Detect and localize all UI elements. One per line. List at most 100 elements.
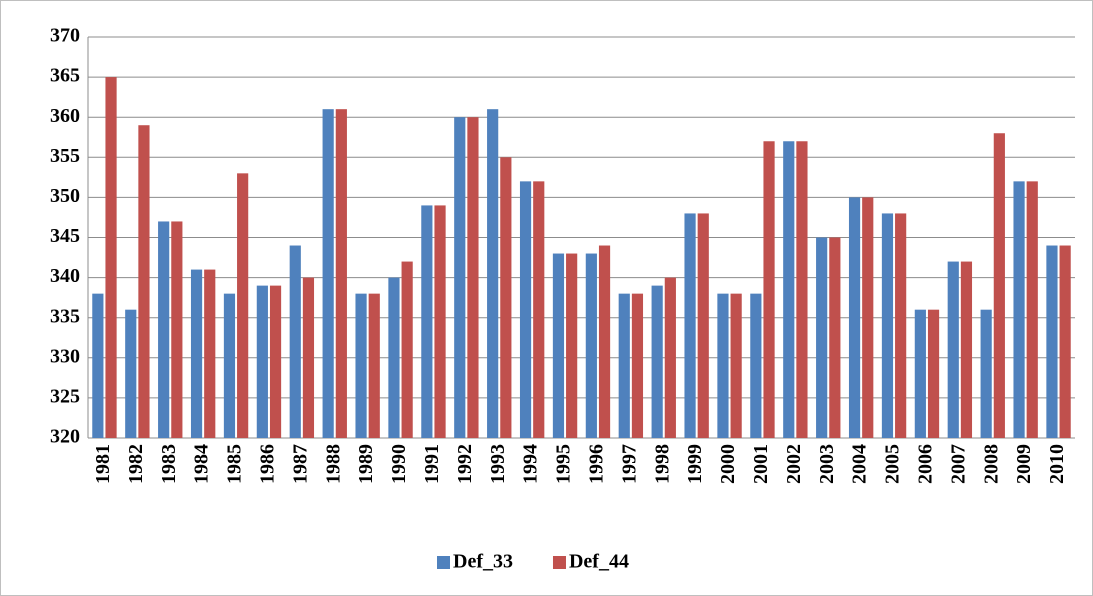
x-tick-label: 1981 [92,444,114,484]
x-tick-label: 2009 [1013,444,1035,484]
bar [796,141,808,438]
bar [947,261,959,438]
bar [566,253,578,438]
bar [204,269,216,438]
y-tick-label: 340 [50,265,80,287]
bar [322,109,334,439]
bar [816,237,828,438]
x-tick-label: 1984 [191,444,213,484]
bar [388,277,400,438]
bar [1026,181,1038,439]
bar [829,237,841,438]
y-tick-label: 360 [50,105,80,127]
x-tick-label: 1988 [322,444,344,484]
x-tick-label: 1987 [289,444,311,484]
bar [862,197,874,438]
bar [138,125,150,438]
x-tick-label: 1989 [355,444,377,484]
bar [927,309,940,438]
bar [158,221,170,438]
x-tick-label: 2007 [947,444,969,484]
bar [664,277,676,438]
x-tick-label: 1993 [487,444,509,484]
bar [763,141,775,438]
bar [500,157,512,439]
legend-swatch [437,556,450,569]
x-tick-label: 1997 [618,444,640,484]
bar [1046,245,1058,438]
bar [914,309,926,438]
bar [1013,181,1025,439]
bar [631,293,644,438]
bar [895,213,907,438]
bar [302,277,315,438]
bar [487,109,499,439]
bar [237,173,249,438]
x-tick-label: 1985 [224,444,246,484]
bar [171,221,183,438]
bar [335,109,347,439]
x-tick-label: 2004 [849,444,871,484]
y-tick-label: 325 [50,385,80,407]
x-tick-label: 2010 [1046,444,1068,484]
x-tick-label: 1998 [651,444,673,484]
y-tick-label: 365 [50,65,80,87]
bar [993,133,1005,439]
bar [848,197,861,438]
bar [585,253,597,438]
x-tick-label: 1991 [421,444,443,484]
bar [519,181,532,439]
bar [697,213,709,438]
bar [223,293,236,438]
x-tick-label: 1996 [586,444,608,484]
bar [256,285,268,438]
y-tick-label: 370 [50,25,80,47]
bar [980,309,992,438]
bar [454,117,466,438]
y-tick-label: 355 [50,145,80,167]
bar [717,293,729,438]
bar [651,285,663,438]
bar [92,293,104,438]
x-tick-label: 2002 [783,444,805,484]
y-tick-label: 320 [50,426,80,448]
legend-label: Def_44 [569,551,629,573]
x-tick-label: 2001 [750,444,772,484]
x-tick-label: 1995 [553,444,575,484]
x-tick-label: 2005 [882,444,904,484]
legend-label: Def_33 [453,551,513,573]
x-tick-label: 1983 [158,444,180,484]
bar [269,285,282,438]
bar [105,77,117,438]
x-tick-label: 2003 [816,444,838,484]
x-tick-label: 1990 [388,444,410,484]
legend-swatch [552,556,566,569]
x-tick-label: 2008 [980,444,1002,484]
bar [289,245,301,438]
x-tick-label: 1982 [125,444,147,484]
bar [368,293,380,438]
bar [730,293,742,438]
bar [401,261,413,438]
bar [421,205,433,438]
x-tick-label: 1986 [257,444,279,484]
bar [1059,245,1071,438]
y-tick-label: 330 [50,345,80,367]
bar [618,293,630,438]
bar [881,213,894,438]
y-tick-label: 350 [50,185,80,207]
bar [434,205,446,438]
x-tick-label: 1999 [684,444,706,484]
x-tick-label: 2000 [717,444,739,484]
bar [598,245,611,438]
bar [783,141,795,438]
x-tick-label: 1992 [454,444,476,484]
bar [467,117,479,438]
bar [190,269,203,438]
bar [684,213,696,438]
bar [355,293,367,438]
y-tick-label: 335 [50,305,80,327]
x-tick-label: 1994 [520,444,542,484]
